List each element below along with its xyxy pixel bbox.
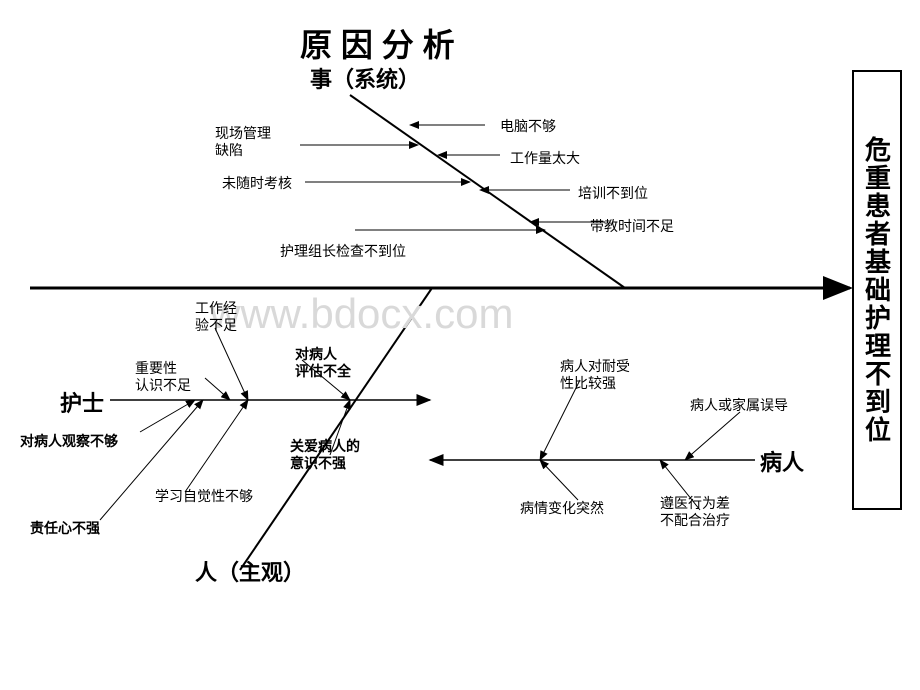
cause-label: 重要性 认识不足 bbox=[135, 360, 191, 394]
category-label: 护士 bbox=[60, 386, 104, 418]
category-label: 病人 bbox=[760, 445, 804, 477]
cause-label: 工作量太大 bbox=[510, 150, 580, 167]
cause-label: 关爱病人的 意识不强 bbox=[290, 438, 360, 472]
cause-label: 遵医行为差 不配合治疗 bbox=[660, 495, 730, 529]
cause-label: 带教时间不足 bbox=[590, 218, 674, 235]
diagram-title: 原 因 分 析 bbox=[300, 20, 455, 66]
cause-label: 学习自觉性不够 bbox=[155, 488, 253, 505]
cause-label: 对病人 评估不全 bbox=[295, 346, 351, 380]
cause-label: 病人对耐受 性比较强 bbox=[560, 358, 630, 392]
fishbone-svg bbox=[0, 0, 920, 690]
outcome-text: 危重患者基础护理不到位 bbox=[859, 136, 896, 444]
outcome-box: 危重患者基础护理不到位 bbox=[852, 70, 902, 510]
cause-label: 未随时考核 bbox=[222, 175, 292, 192]
category-label: 人（主观） bbox=[195, 555, 305, 587]
watermark-text: www.bdocx.com bbox=[210, 290, 513, 338]
cause-label: 电脑不够 bbox=[500, 118, 556, 135]
cause-label: 对病人观察不够 bbox=[20, 433, 118, 450]
cause-label: 病情变化突然 bbox=[520, 500, 604, 517]
cause-label: 工作经 验不足 bbox=[195, 300, 237, 334]
cause-label: 护理组长检查不到位 bbox=[280, 243, 406, 260]
cause-label: 培训不到位 bbox=[578, 185, 648, 202]
cause-label: 责任心不强 bbox=[30, 520, 100, 537]
cause-label: 病人或家属误导 bbox=[690, 397, 788, 414]
category-label: 事（系统） bbox=[310, 62, 420, 94]
cause-label: 现场管理 缺陷 bbox=[215, 125, 271, 159]
